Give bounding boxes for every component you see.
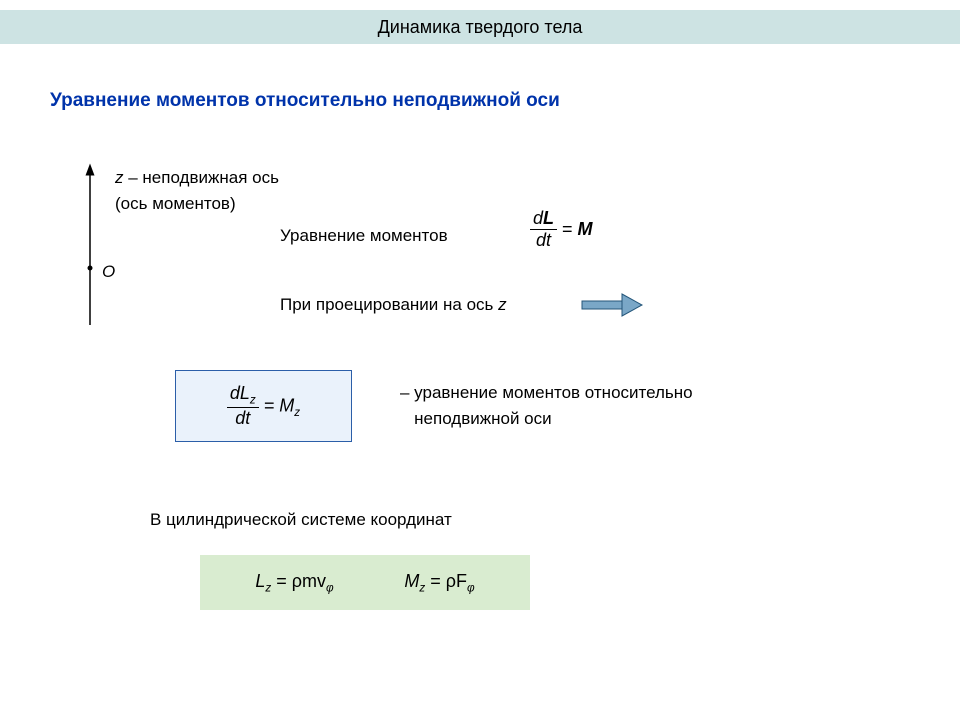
box-desc-1: – уравнение моментов относительно: [400, 383, 693, 402]
boxed-equation: dLz dt = Mz: [175, 370, 352, 442]
projection-prefix: При проецировании на ось: [280, 295, 498, 314]
slide-header: Динамика твердого тела: [0, 10, 960, 44]
section-title: Уравнение моментов относительно неподвиж…: [50, 90, 560, 112]
eq1-lhs: L: [255, 571, 265, 591]
box-rhs-base: = M: [264, 396, 295, 416]
vec-L: L: [543, 208, 554, 228]
box-rhs-sub: z: [294, 406, 300, 419]
projection-text: При проецировании на ось z: [280, 295, 507, 315]
axis-text-1: – неподвижная ось: [124, 168, 279, 187]
axis-text-2: (ось моментов): [115, 194, 236, 213]
eq2-lhs: M: [404, 571, 419, 591]
eq1-rhs: = ρmv: [271, 571, 326, 591]
cyl-eq-2: Mz = ρFφ: [404, 571, 474, 595]
cylindrical-equations: Lz = ρmvφ Mz = ρFφ: [200, 555, 530, 610]
slide-title: Динамика твердого тела: [378, 17, 583, 38]
frac-den: dt: [530, 230, 557, 251]
arrow-icon: [580, 290, 650, 320]
box-den: dt: [227, 408, 259, 429]
eq2-rhs-sub: φ: [467, 581, 475, 594]
cylindrical-label: В цилиндрической системе координат: [150, 510, 452, 530]
eq2-rhs: = ρF: [425, 571, 467, 591]
moment-equation-formula: dL dt = M: [530, 208, 593, 251]
box-desc-2: неподвижной оси: [400, 409, 552, 428]
cyl-eq-1: Lz = ρmvφ: [255, 571, 333, 595]
vec-M: M: [578, 219, 593, 239]
box-num-sub: z: [250, 394, 256, 407]
moment-equation-label: Уравнение моментов: [280, 226, 448, 246]
origin-label: O: [102, 262, 115, 282]
boxed-equation-description: – уравнение моментов относительно неподв…: [400, 380, 693, 431]
box-num-base: dL: [230, 383, 250, 403]
axis-description: z – неподвижная ось (ось моментов): [115, 165, 279, 216]
axis-var-z: z: [115, 168, 124, 187]
projection-axis: z: [498, 295, 507, 314]
eq1-rhs-sub: φ: [326, 581, 334, 594]
